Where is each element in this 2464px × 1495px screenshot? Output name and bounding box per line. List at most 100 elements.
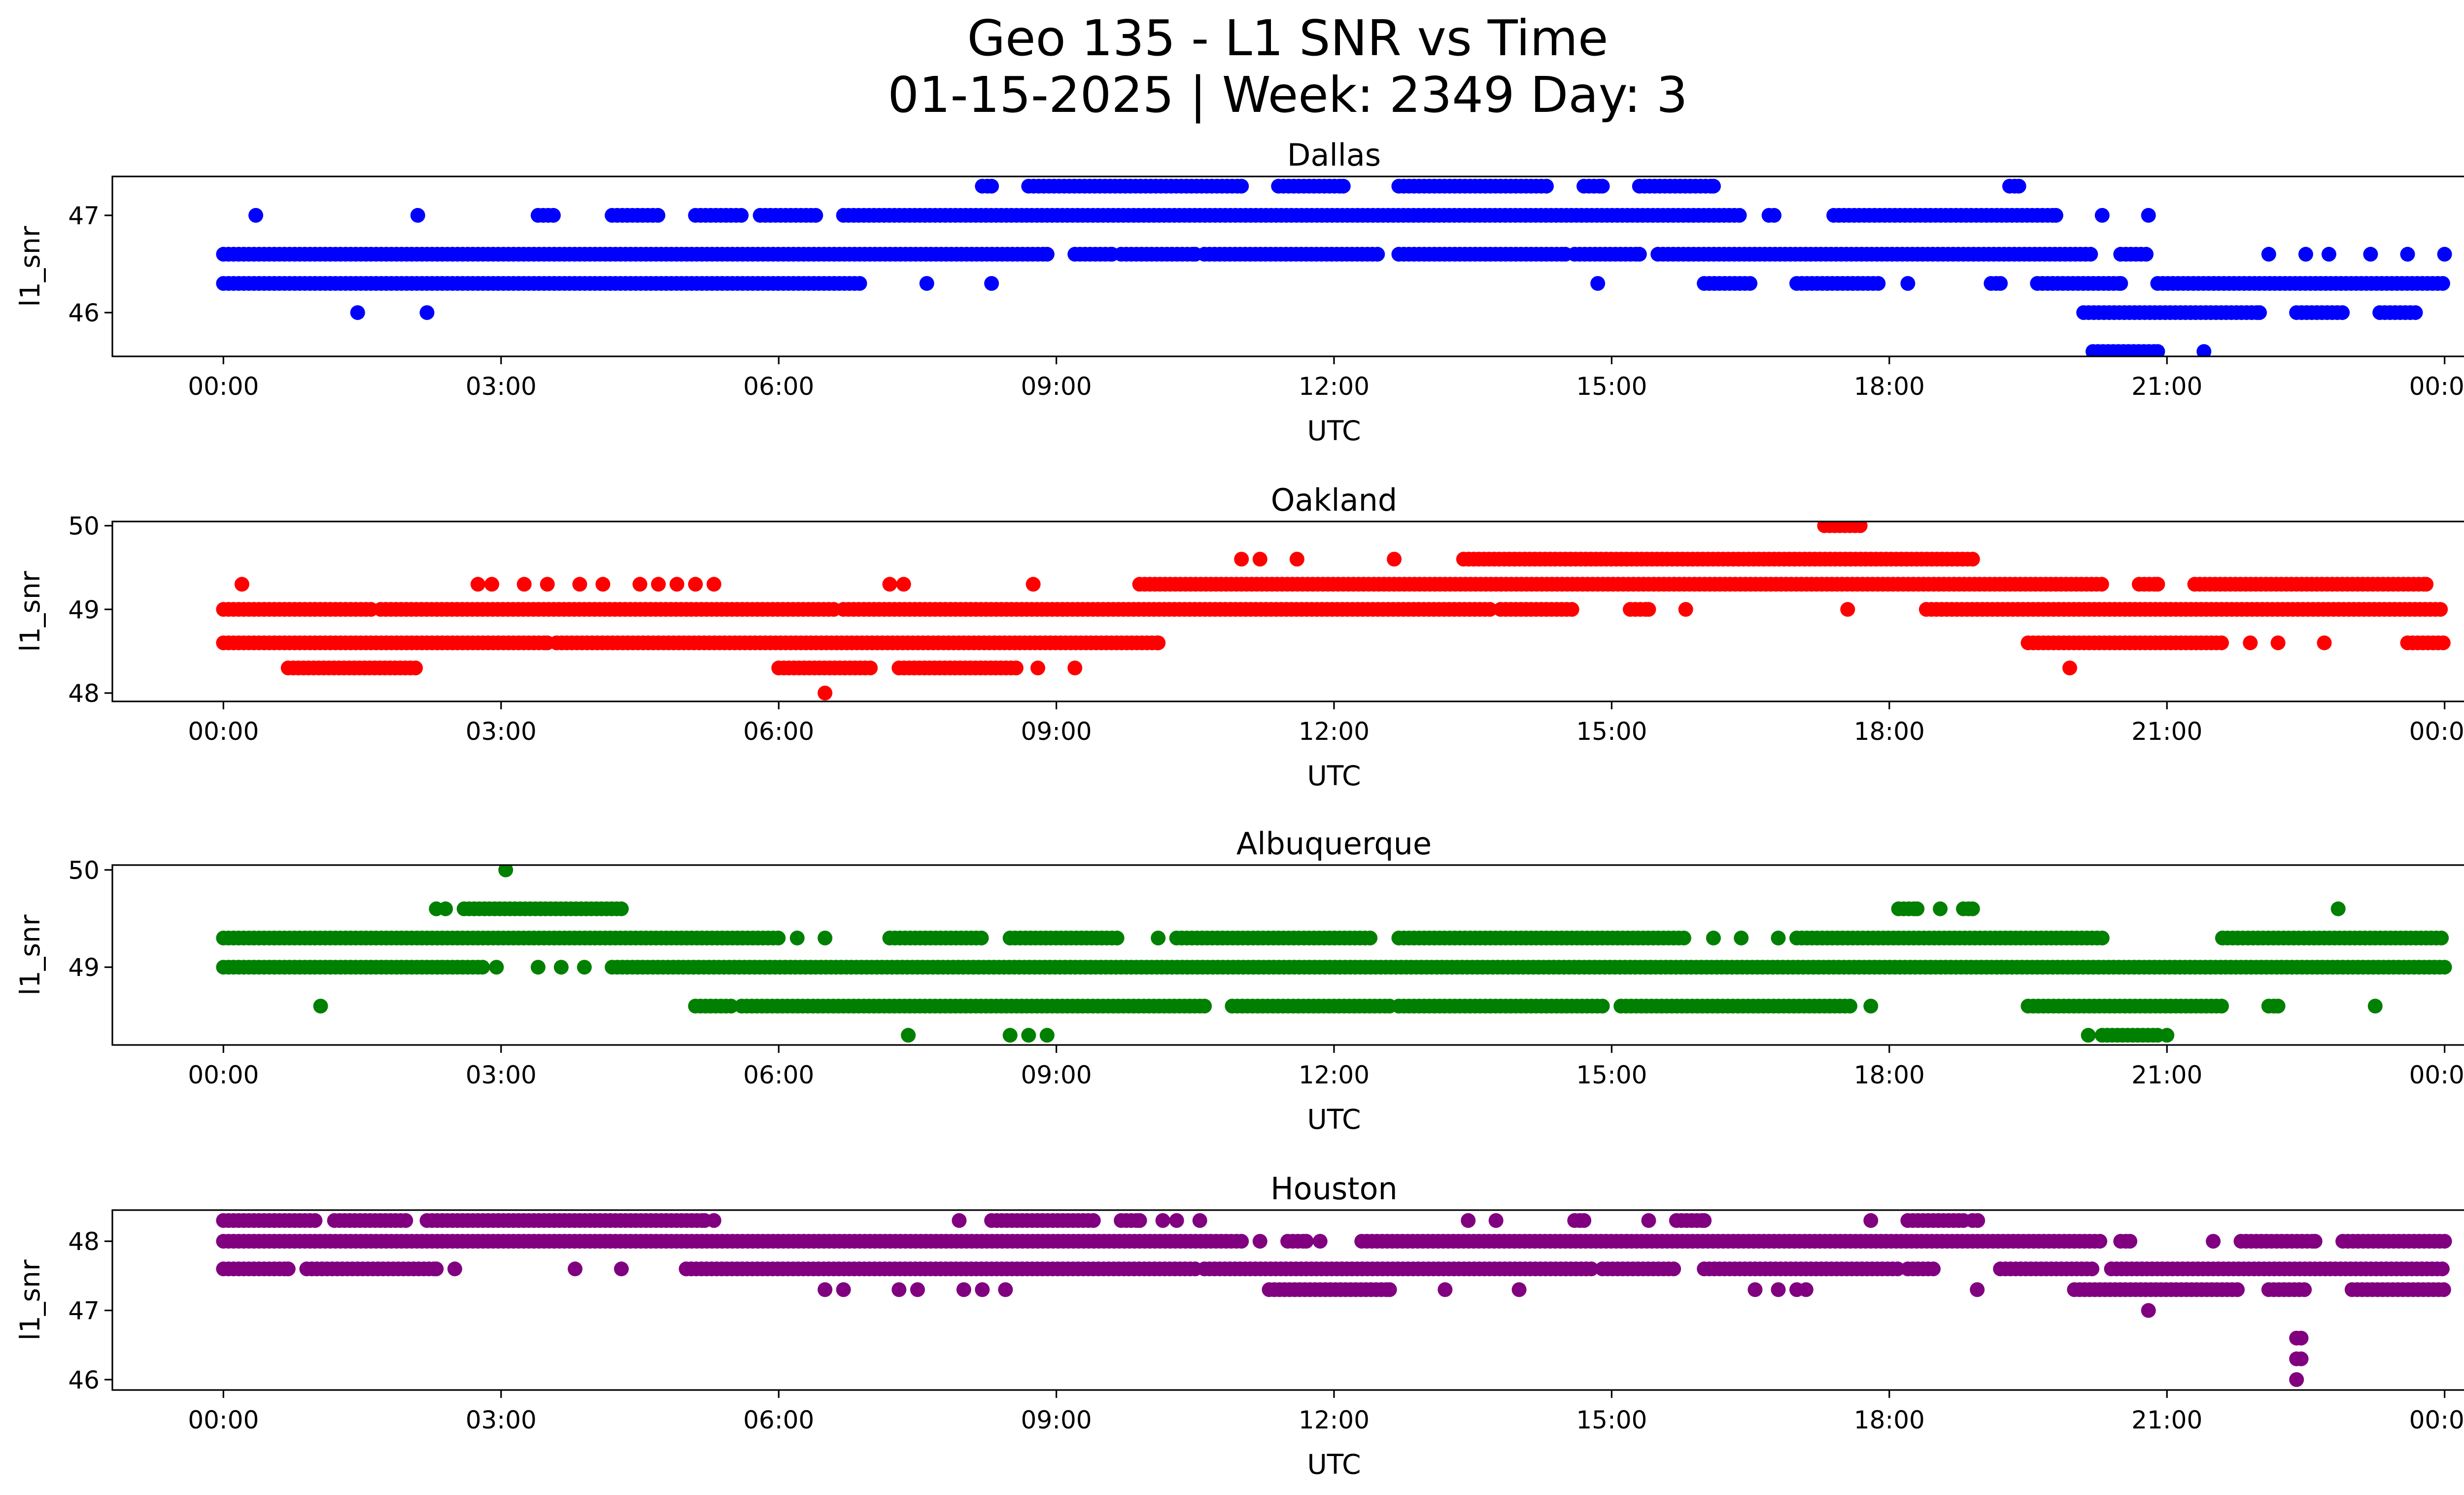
houston-point [2085,1261,2100,1277]
dallas-xtick-label: 00:00 [188,372,259,401]
houston-point [836,1282,851,1297]
houston-ytick-label: 46 [68,1366,100,1394]
oakland-xtick-label: 06:00 [743,717,814,746]
albuquerque-ylabel: l1_snr [14,914,46,995]
oakland-point [651,577,666,592]
dallas-point [1767,208,1781,223]
dallas-ytick-label: 47 [68,202,100,230]
oakland-point [688,577,703,592]
houston-point [956,1282,971,1297]
oakland-point [408,661,423,676]
houston-point [1382,1282,1397,1297]
oakland-point [1965,552,1980,567]
oakland-point [2150,577,2165,592]
houston-point [2436,1282,2451,1297]
houston-point [1863,1213,1879,1228]
dallas-point [1900,276,1916,291]
houston-point [1437,1282,1453,1297]
houston-subplot: Houston l1_snr UTC 00:00 03:00 06:00 09:00 12:0… [14,1171,2464,1480]
houston-xtick-label: 00:00 [2409,1406,2464,1434]
oakland-ytick-label: 50 [68,512,100,540]
oakland-ytick-label: 49 [68,595,100,624]
oakland-point [1678,602,1693,617]
houston-point [429,1261,444,1277]
dallas-point [419,305,435,320]
dallas-point [1590,276,1606,291]
albuquerque-xtick-label: 15:00 [1576,1061,1647,1089]
dallas-xtick-label: 12:00 [1299,372,1369,401]
dallas-point [2363,246,2378,262]
houston-point [1252,1234,1267,1249]
oakland-xtick-label: 09:00 [1021,717,1092,746]
albuquerque-point [553,960,569,975]
albuquerque-xtick-label: 18:00 [1854,1061,1925,1089]
dallas-point [2150,344,2165,356]
oakland-ylabel: l1_snr [14,571,46,652]
oakland-xtick-label: 15:00 [1576,717,1647,746]
dallas-point [410,208,425,223]
dallas-point [1539,178,1554,194]
dallas-point [546,208,561,223]
albuquerque-point [2434,931,2449,945]
albuquerque-ytick-label: 49 [68,953,100,982]
houston-markers [216,1213,2452,1387]
albuquerque-point [489,960,504,975]
houston-point [1641,1213,1656,1228]
albuquerque-title: Albuquerque [1236,826,1432,862]
albuquerque-point [313,999,328,1014]
albuquerque-point [771,931,786,945]
houston-point [398,1213,413,1228]
houston-point [706,1213,721,1228]
houston-point [568,1261,582,1277]
oakland-point [896,577,911,592]
oakland-point [1482,602,1498,617]
albuquerque-point [723,999,739,1014]
oakland-point [2419,577,2434,592]
dallas-point [1732,208,1747,223]
oakland-point [2094,577,2109,592]
albuquerque-point [1002,1028,1018,1043]
dallas-ytick-label: 46 [68,299,100,327]
albuquerque-point [901,1028,916,1043]
dallas-point [1370,246,1385,262]
dallas-point [2252,305,2267,320]
dallas-point [2261,246,2276,262]
dallas-point [1993,276,2008,291]
oakland-point [2433,602,2448,617]
albuquerque-xtick-label: 00:00 [2409,1061,2464,1089]
dallas-xtick-label: 09:00 [1021,372,1092,401]
dallas-xlabel: UTC [1307,415,1361,447]
albuquerque-xtick-label: 21:00 [2131,1061,2202,1089]
houston-point [1747,1282,1763,1297]
houston-point [1926,1261,1941,1277]
houston-point [1798,1282,1814,1297]
albuquerque-point [2081,1028,2096,1043]
houston-point [1312,1234,1328,1249]
albuquerque-point [1197,999,1212,1014]
albuquerque-point [1363,931,1378,945]
dallas-point [1743,276,1758,291]
houston-point [2092,1234,2108,1249]
houston-point [1970,1282,1985,1297]
oakland-point [706,577,721,592]
houston-xtick-label: 21:00 [2131,1406,2202,1434]
albuquerque-point [2367,999,2383,1014]
houston-title: Houston [1270,1171,1398,1207]
albuquerque-point [818,931,833,945]
oakland-point [1289,552,1304,567]
houston-point [1697,1213,1712,1228]
oakland-point [2214,635,2229,651]
dallas-point [1039,246,1055,262]
houston-point [2141,1303,2156,1318]
oakland-point [1026,577,1041,592]
oakland-point [1564,602,1579,617]
oakland-point [1641,602,1656,617]
dallas-point [1706,178,1721,194]
dallas-point [1234,178,1249,194]
dallas-ylabel: l1_snr [14,226,46,307]
houston-xtick-label: 03:00 [466,1406,537,1434]
figure-title-line2: 01-15-2025 | Week: 2349 Day: 3 [888,66,1687,124]
dallas-point [350,305,365,320]
houston-point [975,1282,990,1297]
houston-point [2434,1261,2450,1277]
